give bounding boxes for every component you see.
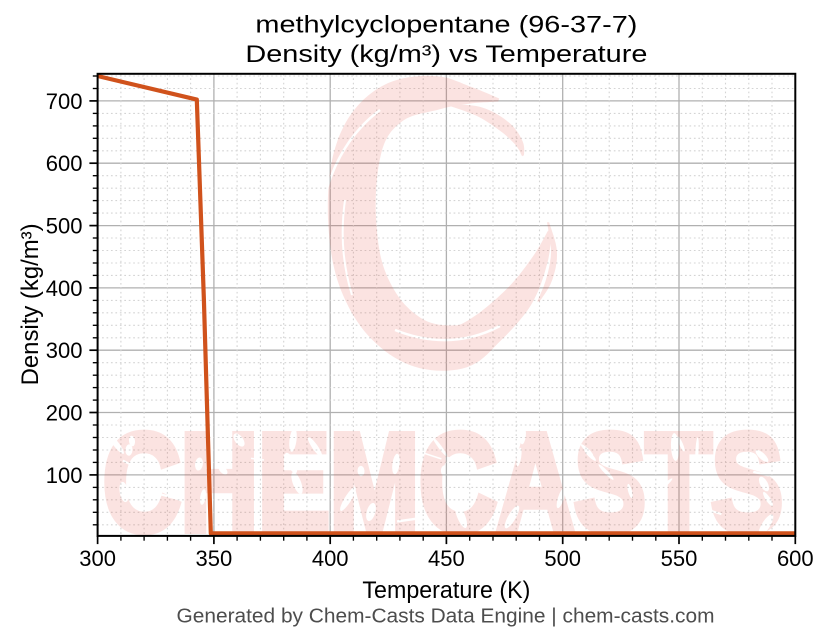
svg-text:700: 700 — [46, 89, 83, 114]
svg-text:600: 600 — [46, 151, 83, 176]
svg-text:450: 450 — [428, 546, 465, 571]
svg-text:CHEMCASTS: CHEMCASTS — [103, 406, 783, 560]
svg-text:Generated by Chem-Casts Data E: Generated by Chem-Casts Data Engine | ch… — [177, 605, 715, 627]
svg-text:100: 100 — [46, 463, 83, 488]
svg-text:Temperature (K): Temperature (K) — [362, 577, 530, 604]
svg-text:600: 600 — [777, 546, 814, 571]
svg-text:Density (kg/m³): Density (kg/m³) — [17, 223, 44, 385]
svg-text:400: 400 — [312, 546, 349, 571]
svg-text:500: 500 — [46, 214, 83, 239]
svg-text:300: 300 — [79, 546, 116, 571]
svg-text:300: 300 — [46, 338, 83, 363]
svg-text:Density (kg/m³) vs Temperature: Density (kg/m³) vs Temperature — [245, 41, 647, 68]
svg-text:500: 500 — [544, 546, 581, 571]
svg-text:200: 200 — [46, 401, 83, 426]
svg-text:550: 550 — [661, 546, 698, 571]
svg-text:methylcyclopentane (96-37-7): methylcyclopentane (96-37-7) — [255, 12, 637, 39]
svg-text:400: 400 — [46, 276, 83, 301]
svg-text:350: 350 — [196, 546, 233, 571]
